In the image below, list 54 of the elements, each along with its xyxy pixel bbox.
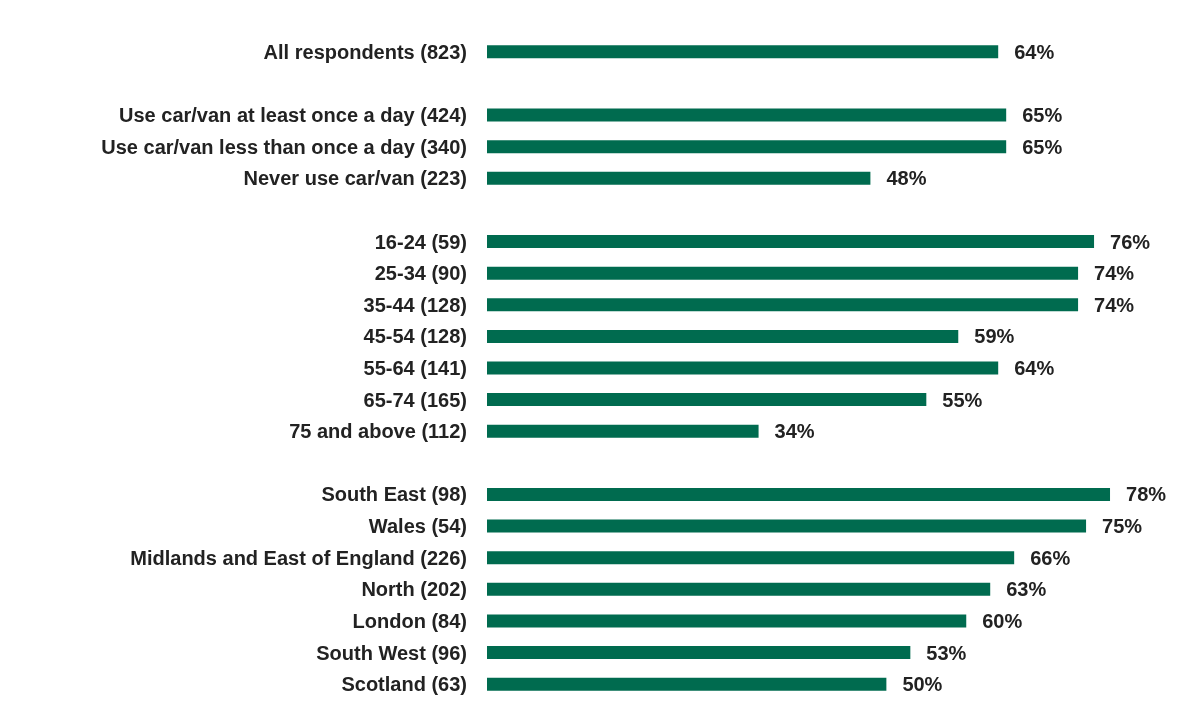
data-label: 74% xyxy=(1094,293,1135,316)
y-tick-label: Midlands and East of England (226) xyxy=(130,546,467,569)
data-label: 53% xyxy=(926,641,967,664)
bar xyxy=(487,266,1079,280)
data-label: 50% xyxy=(902,673,943,696)
y-tick-label: Scotland (63) xyxy=(341,673,467,696)
y-tick-label: 55-64 (141) xyxy=(363,357,467,379)
bar xyxy=(487,329,959,343)
y-tick-label: Use car/van at least once a day (424) xyxy=(119,104,467,127)
bar xyxy=(487,551,1015,565)
bar xyxy=(487,582,991,596)
data-label: 64% xyxy=(1014,40,1055,63)
bar xyxy=(487,235,1095,249)
bar xyxy=(487,424,759,438)
y-tick-label: South East (98) xyxy=(321,483,467,506)
bar xyxy=(487,677,887,691)
y-tick-label: 75 and above (112) xyxy=(289,420,467,443)
y-tick-label: 35-44 (128) xyxy=(363,293,467,316)
bar xyxy=(487,108,1007,122)
data-label: 74% xyxy=(1094,262,1135,285)
data-label: 78% xyxy=(1126,483,1167,506)
data-label: 66% xyxy=(1030,546,1071,569)
bar xyxy=(487,361,999,375)
y-tick-label: 25-34 (90) xyxy=(374,262,467,285)
data-label: 65% xyxy=(1022,104,1063,127)
data-label: 63% xyxy=(1006,578,1047,601)
bar xyxy=(487,171,871,185)
data-label: 60% xyxy=(982,609,1023,632)
y-tick-label: South West (96) xyxy=(316,641,467,664)
y-tick-label: 16-24 (59) xyxy=(374,230,467,253)
bar xyxy=(487,487,1111,501)
y-tick-label: North (202) xyxy=(361,578,467,601)
bar xyxy=(487,45,999,59)
bar xyxy=(487,298,1079,312)
y-tick-label: 45-54 (128) xyxy=(363,325,467,348)
data-label: 65% xyxy=(1022,135,1063,158)
data-label: 75% xyxy=(1102,515,1143,538)
bar xyxy=(487,393,927,407)
bar xyxy=(487,614,967,628)
y-tick-label: All respondents (823) xyxy=(263,40,467,63)
data-label: 34% xyxy=(774,420,815,443)
y-tick-label: Never use car/van (223) xyxy=(243,167,467,190)
y-tick-label: Wales (54) xyxy=(368,515,467,538)
data-label: 55% xyxy=(942,388,983,411)
data-label: 76% xyxy=(1110,230,1151,253)
data-label: 64% xyxy=(1014,357,1055,379)
y-tick-label: 65-74 (165) xyxy=(363,388,467,411)
y-tick-label: Use car/van less than once a day (340) xyxy=(101,135,467,158)
bar xyxy=(487,646,911,660)
data-label: 59% xyxy=(974,325,1015,348)
data-label: 48% xyxy=(886,167,927,190)
bar xyxy=(487,519,1087,533)
bar xyxy=(487,140,1007,154)
y-tick-label: London (84) xyxy=(352,609,467,632)
